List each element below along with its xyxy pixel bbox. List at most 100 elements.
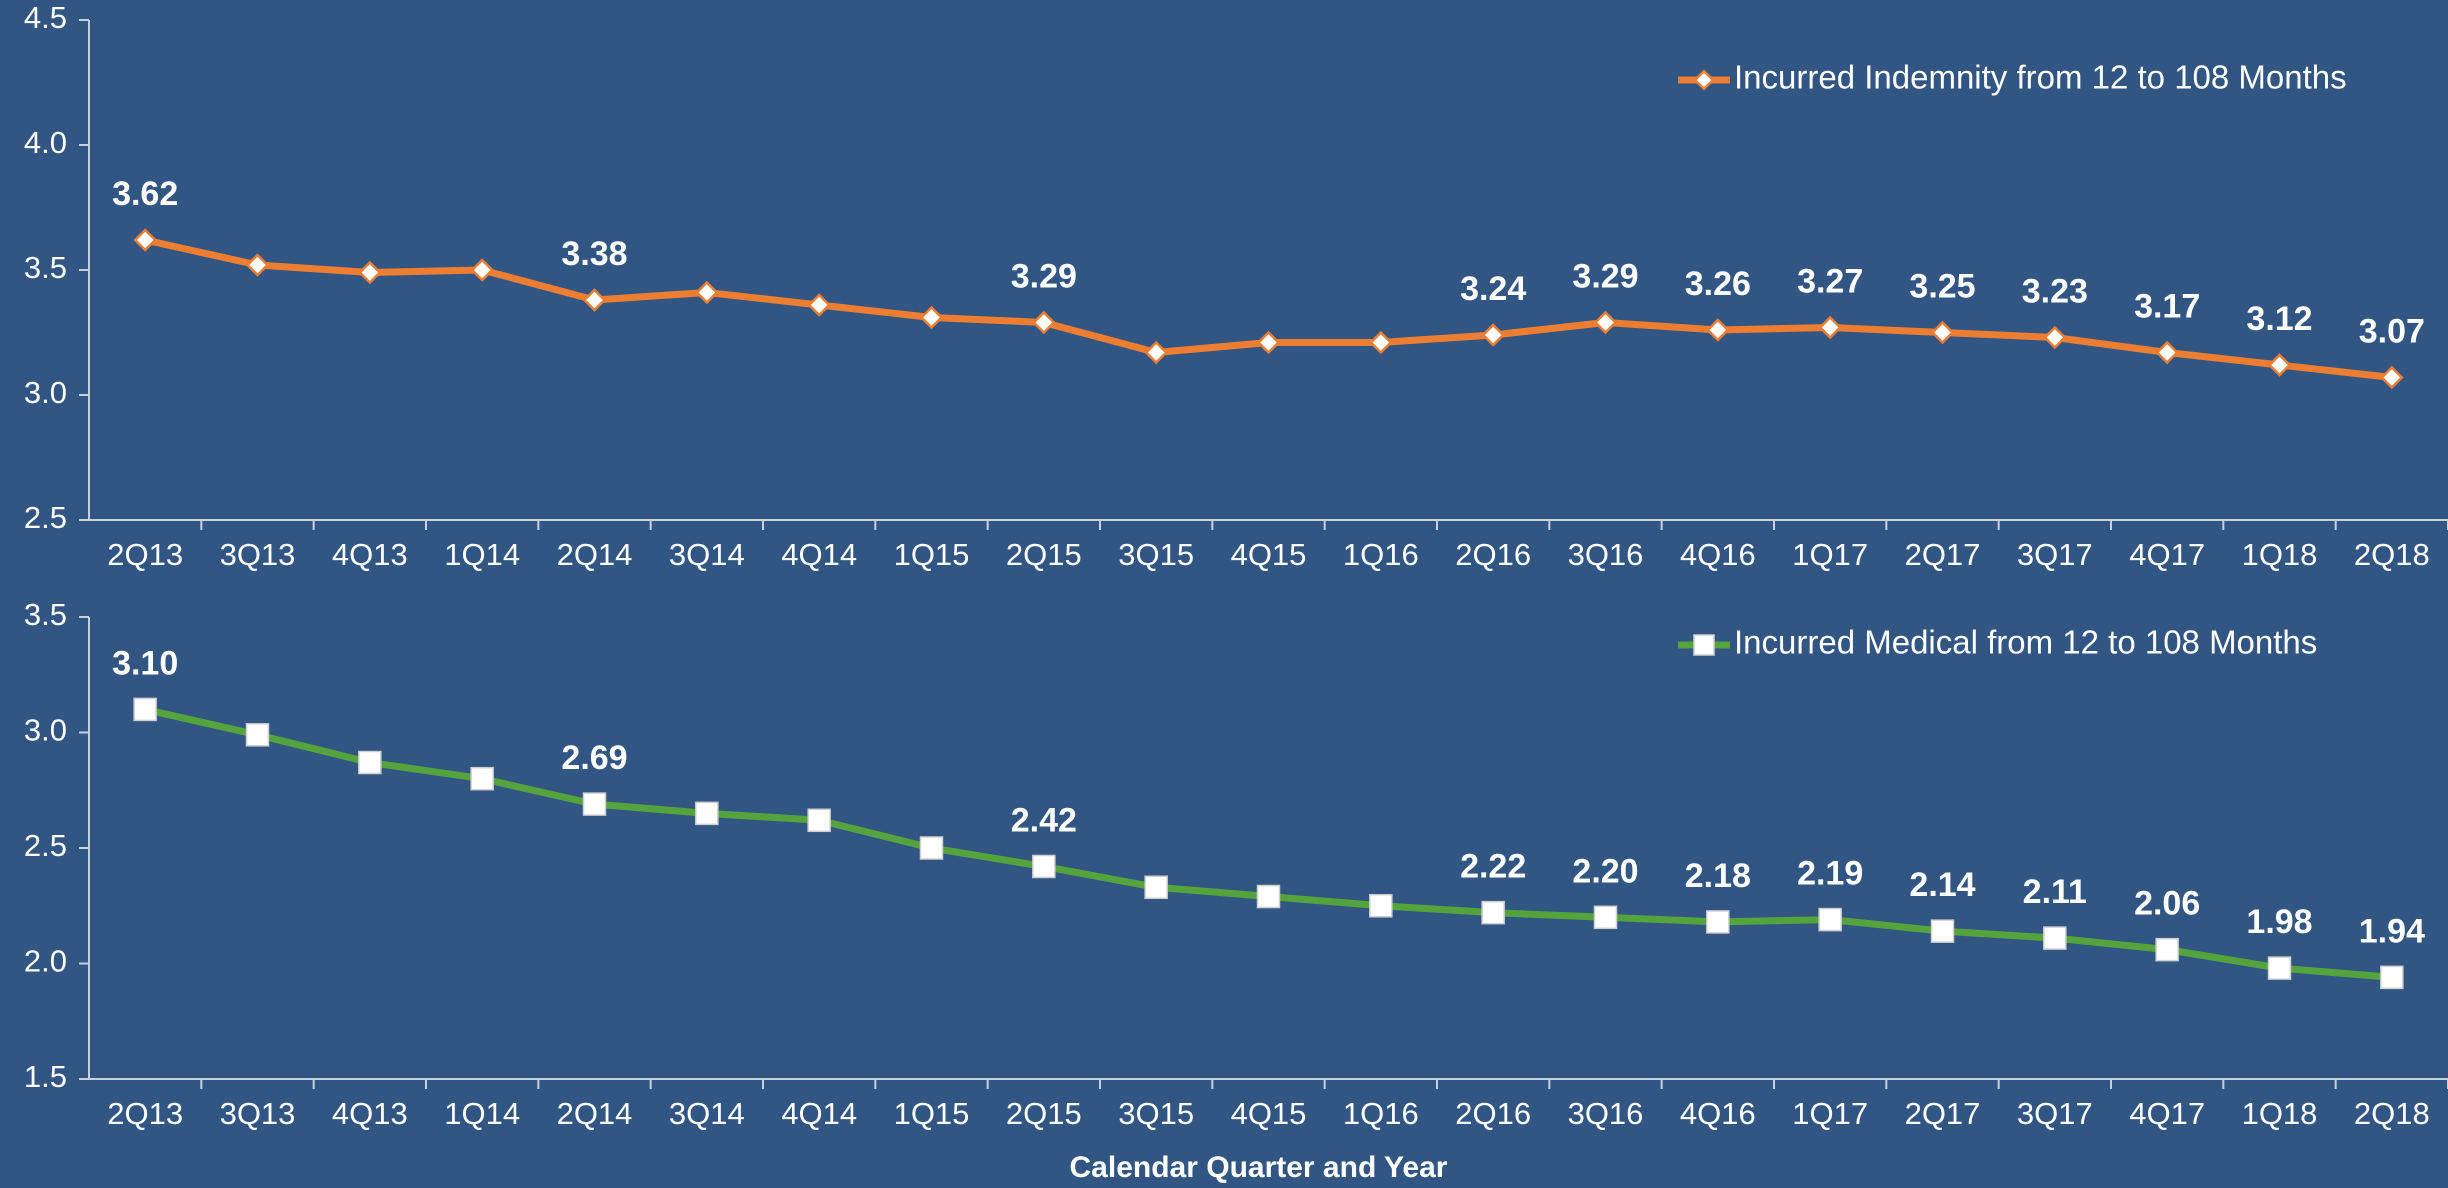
y-tick-label: 4.0 [24, 125, 67, 160]
x-tick-label: 2Q15 [1006, 537, 1082, 572]
x-tick-label: 4Q17 [2129, 1096, 2205, 1131]
x-tick-label: 2Q18 [2354, 537, 2430, 572]
marker [470, 766, 494, 791]
x-tick-label: 4Q13 [332, 1096, 408, 1131]
data-label: 2.19 [1797, 855, 1863, 893]
x-tick-label: 1Q18 [2242, 1096, 2318, 1131]
x-tick-label: 4Q15 [1231, 537, 1307, 572]
marker [2267, 956, 2292, 980]
data-label: 3.38 [561, 235, 627, 273]
x-tick-label: 1Q14 [444, 1096, 520, 1131]
data-label: 3.10 [112, 644, 178, 682]
y-tick-label: 3.5 [24, 597, 67, 632]
data-label: 2.14 [1909, 866, 1975, 904]
marker [1144, 875, 1168, 900]
x-tick-label: 3Q14 [669, 1096, 745, 1131]
data-label: 2.18 [1685, 857, 1751, 895]
data-label: 3.24 [1460, 270, 1526, 308]
marker [1144, 340, 1168, 365]
x-tick-label: 3Q17 [2017, 537, 2093, 572]
data-label: 1.94 [2359, 912, 2425, 950]
marker [133, 697, 157, 722]
data-label: 3.26 [1685, 265, 1751, 303]
marker [582, 288, 607, 312]
data-label: 3.17 [2134, 287, 2200, 325]
x-tick-label: 1Q16 [1343, 1096, 1419, 1131]
marker [1256, 884, 1281, 909]
marker [1032, 310, 1056, 335]
marker [1369, 894, 1393, 918]
x-tick-label: 2Q15 [1006, 1096, 1082, 1131]
data-label: 2.11 [2023, 873, 2087, 911]
marker [2267, 353, 2292, 377]
x-tick-label: 3Q13 [220, 537, 296, 572]
x-tick-label: 1Q15 [894, 1096, 970, 1131]
marker [919, 836, 944, 860]
x-tick-label: 4Q16 [1680, 1096, 1756, 1131]
data-label: 2.20 [1572, 852, 1638, 890]
data-label: 2.06 [2134, 885, 2200, 923]
data-label: 3.12 [2246, 300, 2312, 338]
x-tick-label: 1Q14 [444, 537, 520, 572]
marker [1481, 900, 1505, 925]
marker [1930, 919, 1955, 943]
marker [1818, 315, 1842, 340]
x-tick-label: 2Q16 [1455, 1096, 1531, 1131]
marker [2155, 340, 2179, 365]
marker [133, 228, 157, 252]
x-tick-label: 3Q15 [1118, 537, 1194, 572]
x-tick-label: 1Q15 [894, 537, 970, 572]
marker [807, 293, 831, 317]
marker [807, 808, 831, 833]
data-label: 1.98 [2246, 903, 2312, 941]
x-tick-label: 3Q14 [669, 537, 745, 572]
marker [582, 792, 607, 816]
marker [1593, 310, 1618, 335]
marker [1706, 318, 1730, 342]
x-tick-label: 1Q17 [1792, 1096, 1868, 1131]
x-tick-label: 4Q14 [781, 537, 857, 572]
x-tick-label: 2Q14 [557, 1096, 633, 1131]
data-label: 3.23 [2022, 272, 2088, 310]
marker [1369, 330, 1393, 355]
marker [358, 260, 382, 285]
y-tick-label: 1.5 [24, 1059, 67, 1094]
y-tick-label: 2.0 [24, 944, 67, 979]
y-tick-label: 3.5 [24, 250, 67, 285]
marker [1706, 910, 1730, 934]
x-tick-label: 1Q18 [2242, 537, 2318, 572]
x-tick-label: 3Q13 [220, 1096, 296, 1131]
x-tick-label: 3Q16 [1568, 1096, 1644, 1131]
data-label: 2.69 [561, 739, 627, 777]
marker [1032, 854, 1056, 879]
marker [2043, 926, 2067, 950]
marker [2155, 937, 2179, 962]
marker [695, 280, 719, 305]
x-tick-label: 3Q17 [2017, 1096, 2093, 1131]
marker [919, 305, 944, 330]
marker [2380, 965, 2404, 990]
x-tick-label: 2Q17 [1905, 1096, 1981, 1131]
y-tick-label: 2.5 [24, 500, 67, 535]
x-tick-label: 1Q17 [1792, 537, 1868, 572]
x-tick-label: 4Q13 [332, 537, 408, 572]
marker [1593, 905, 1618, 930]
marker [2380, 365, 2404, 390]
x-tick-label: 2Q16 [1455, 537, 1531, 572]
marker [358, 750, 382, 775]
x-tick-label: 1Q16 [1343, 537, 1419, 572]
x-tick-label: 2Q17 [1905, 537, 1981, 572]
marker [245, 723, 270, 747]
x-tick-label: 2Q14 [557, 537, 633, 572]
data-label: 3.29 [1572, 257, 1638, 295]
x-tick-label: 2Q13 [107, 1096, 183, 1131]
data-label: 3.62 [112, 175, 178, 213]
marker [695, 801, 719, 826]
legend-label: Incurred Indemnity from 12 to 108 Months [1734, 59, 2347, 96]
y-tick-label: 2.5 [24, 828, 67, 863]
y-tick-label: 4.5 [24, 0, 67, 35]
marker [1818, 907, 1842, 932]
marker [1256, 330, 1281, 355]
